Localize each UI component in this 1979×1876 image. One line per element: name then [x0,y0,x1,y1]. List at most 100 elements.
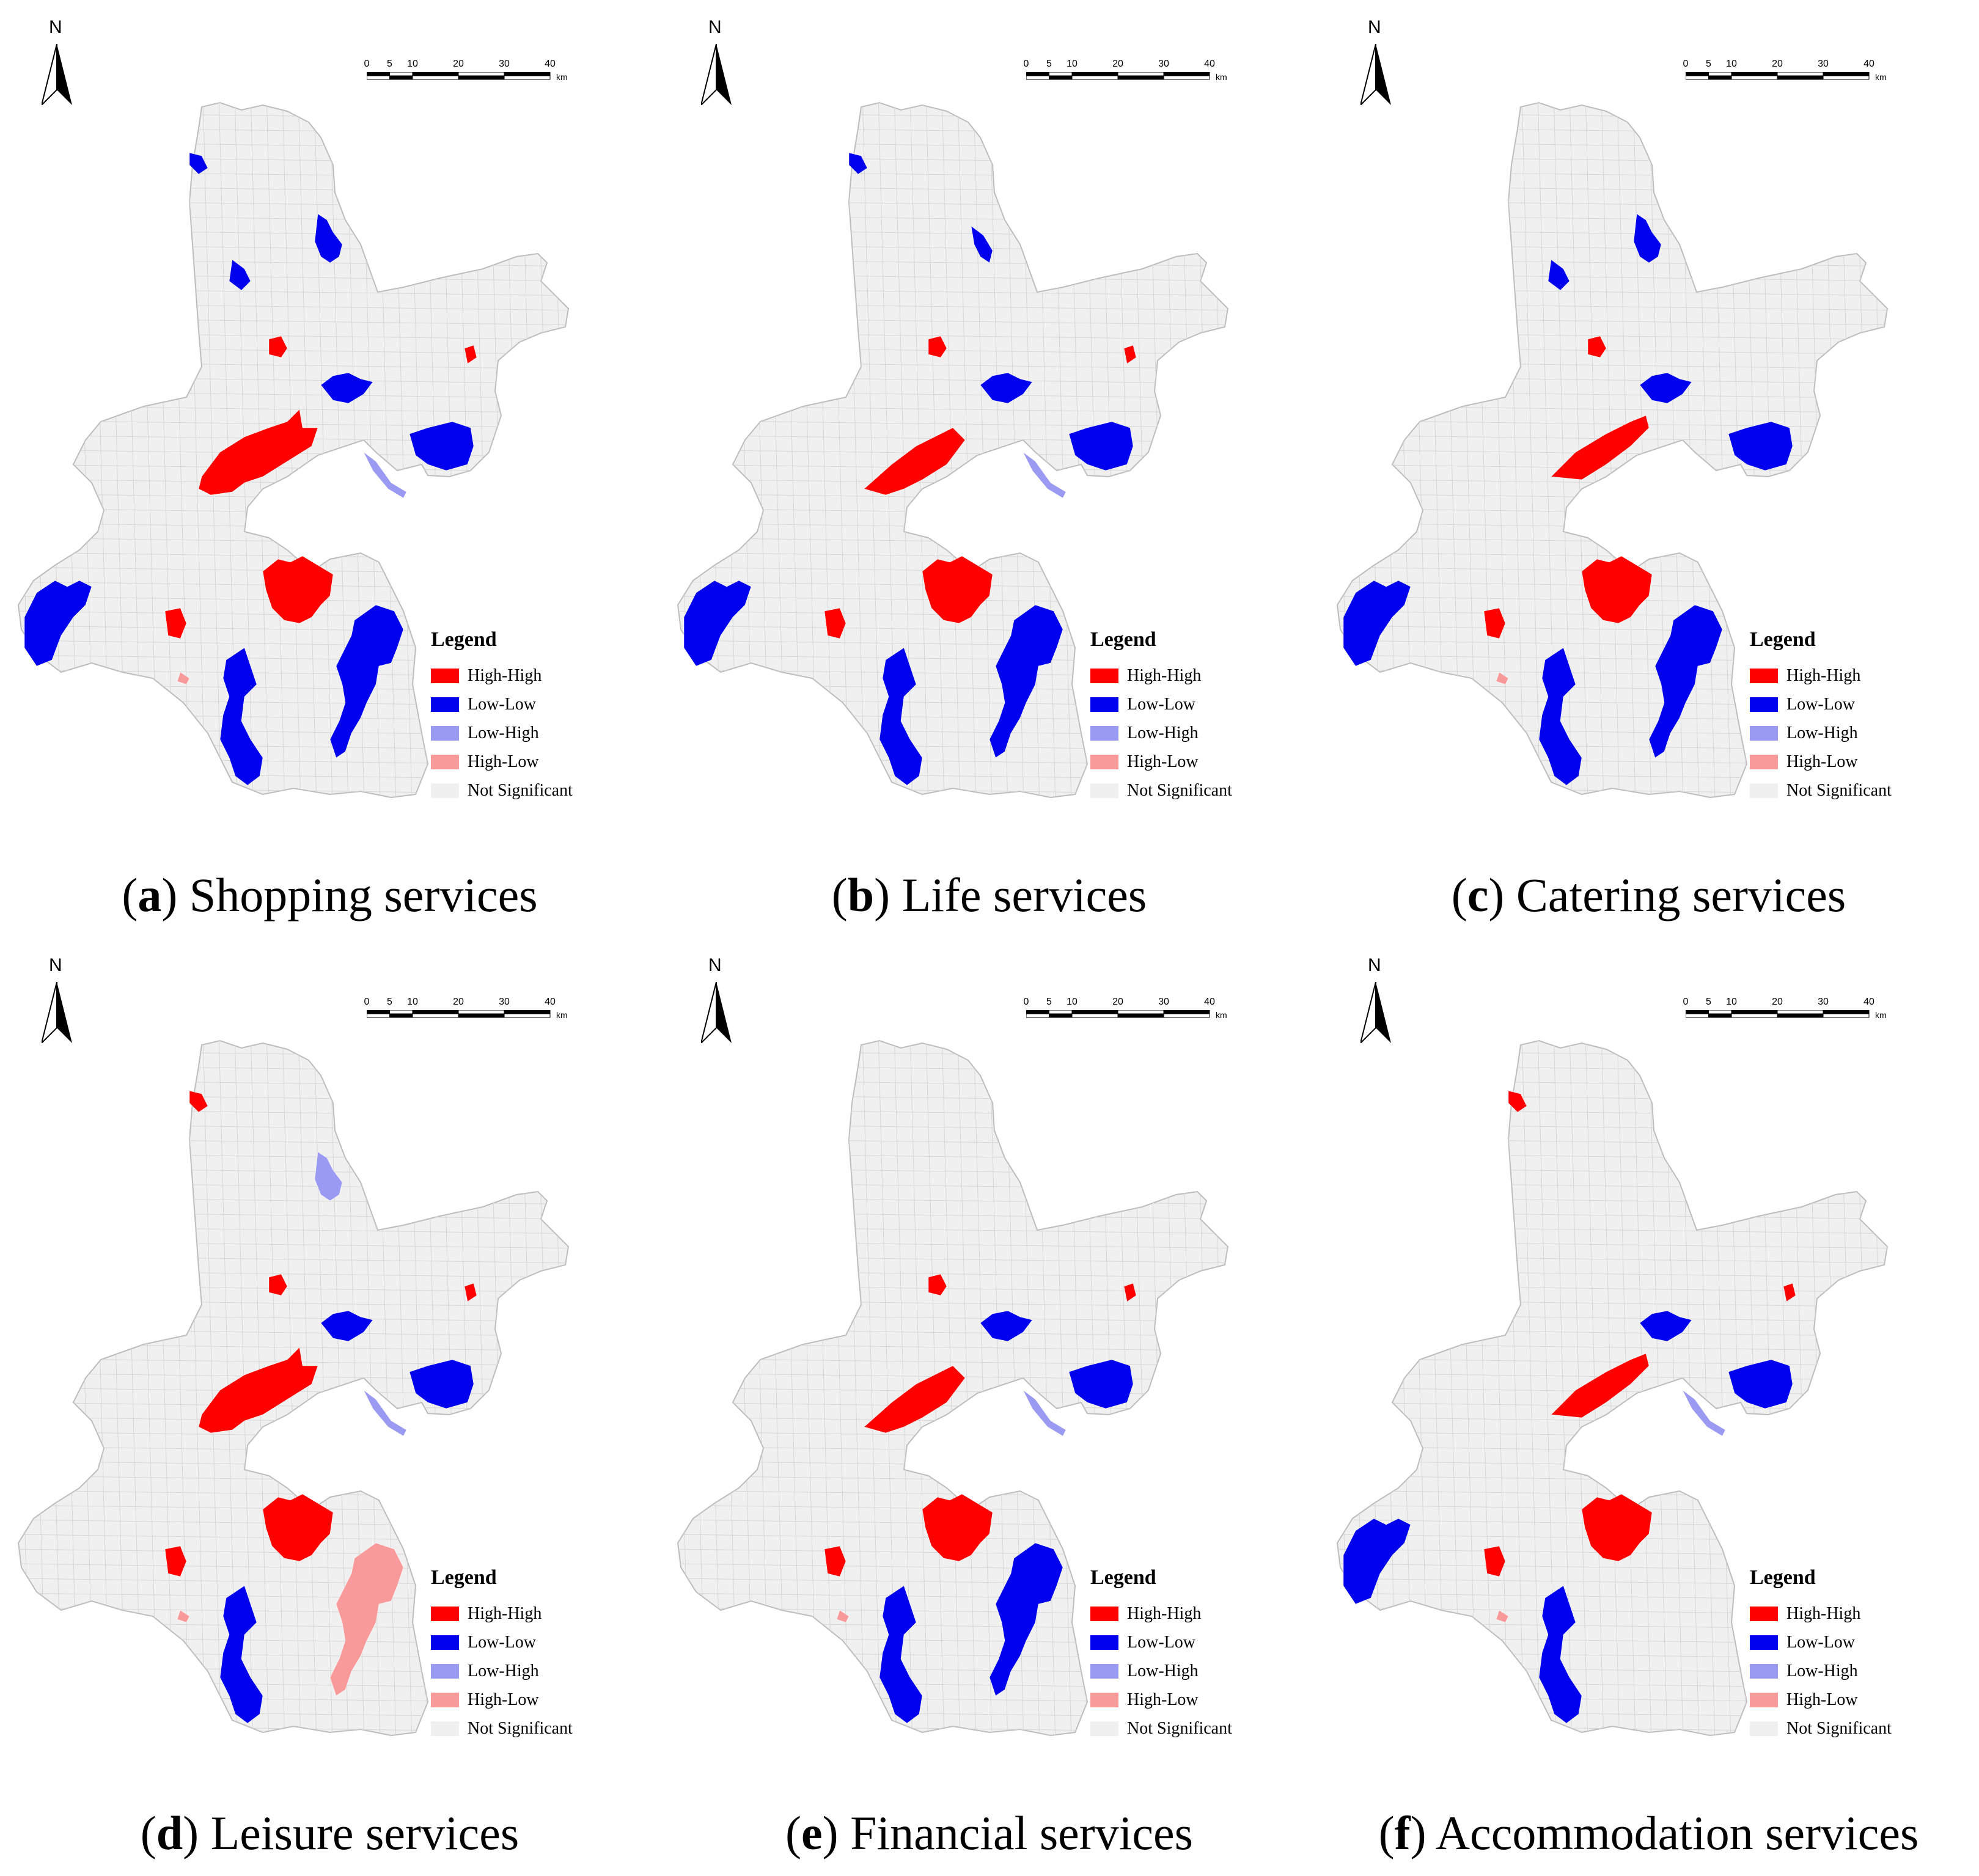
legend-swatch [1750,1606,1778,1621]
cluster-region [1581,555,1653,624]
north-arrow: N [1354,17,1397,105]
scale-unit: km [1216,72,1227,82]
legend-title: Legend [1750,1566,1816,1589]
cluster-region [989,1542,1063,1696]
scale-unit: km [556,72,568,82]
legend-item: Not Significant [1090,776,1274,805]
cluster-region [314,1151,343,1201]
legend-swatch [1090,697,1118,712]
cluster-region [320,1310,373,1342]
legend-item: High-High [1090,661,1274,690]
cluster-region [971,225,993,263]
panel-caption: (f) Accommodation services [1378,1806,1919,1860]
legend-item: High-Low [1090,747,1274,776]
map-panel-c: N 0 5 10 20 30 40 km Legend High-High Low-Low Low-H… [1319,0,1978,938]
legend-swatch [1090,754,1118,769]
legend-swatch [431,754,459,769]
lisa-map [677,1039,1229,1737]
legend-swatch [1750,1635,1778,1650]
legend-swatch [1090,1721,1118,1736]
legend-item: High-Low [431,747,614,776]
cluster-region [177,1610,190,1623]
scale-bar-graphic [1686,1010,1870,1018]
legend-swatch [431,725,459,741]
legend: Legend High-High Low-Low Low-High High-Low No… [1750,1566,1933,1743]
scale-tick-label: 5 [1046,997,1052,1007]
cluster-region [980,372,1033,404]
scale-tick-label: 30 [1158,997,1169,1007]
cluster-region [1551,1353,1650,1418]
legend-item: Not Significant [1090,1714,1274,1743]
scale-tick-label: 40 [545,59,556,69]
scale-tick-label: 30 [1158,59,1169,69]
legend-swatch [1750,754,1778,769]
legend-swatch [431,1635,459,1650]
cluster-region [1483,1545,1506,1577]
cluster-region [189,152,208,175]
cluster-region [879,1585,923,1724]
legend-label: High-Low [468,752,539,771]
north-arrow: N [1354,955,1397,1043]
scale-bar: 0 5 10 20 30 40 km [364,997,587,1033]
legend-item: Not Significant [1750,1714,1933,1743]
legend-label: Low-Low [1786,1632,1855,1652]
cluster-region [1123,1283,1137,1302]
north-label: N [708,955,722,975]
panel-caption: (a) Shopping services [122,868,538,922]
legend-swatch [431,1721,459,1736]
cluster-region [824,1545,846,1577]
legend-label: Low-Low [468,694,536,714]
legend-title: Legend [1750,628,1816,651]
scale-tick-label: 0 [1683,997,1689,1007]
cluster-region [1551,415,1650,480]
map-panel-d: N 0 5 10 20 30 40 km Legend High-High Low-Low Low-H… [0,938,659,1876]
panel-title: Catering services [1516,868,1846,922]
panel-title: Leisure services [210,1806,520,1860]
legend-item: Low-Low [1090,690,1274,719]
scale-tick-label: 10 [1726,997,1737,1007]
legend: Legend High-High Low-Low Low-High High-Low No… [431,628,614,805]
cluster-region [219,647,263,786]
legend-label: High-Low [468,1690,539,1709]
legend-label: High-High [468,665,542,685]
cluster-region [24,580,92,667]
panel-letter: c [1467,868,1489,922]
cluster-region [409,1359,474,1409]
legend-swatch [1090,783,1118,798]
scale-tick-label: 30 [499,59,510,69]
legend-label: High-High [468,1603,542,1623]
legend-label: High-Low [1127,752,1199,771]
north-arrow: N [695,955,738,1043]
scale-tick-label: 30 [1818,997,1829,1007]
cluster-region [1639,372,1692,404]
cluster-region [1682,1390,1726,1437]
scale-tick-label: 20 [453,59,464,69]
legend-swatch [431,1663,459,1679]
legend-label: Low-High [468,1661,539,1680]
north-label: N [49,17,62,37]
legend-label: Low-Low [468,1632,536,1652]
north-arrow-icon [701,982,732,1043]
cluster-region [836,1610,850,1623]
scale-tick-label: 20 [1112,59,1123,69]
scale-bar: 0 5 10 20 30 40 km [1024,59,1246,95]
north-label: N [1368,955,1381,975]
legend-swatch [1090,725,1118,741]
legend-swatch [1090,1635,1118,1650]
panel-caption: (b) Life services [831,868,1147,922]
cluster-region [1728,1359,1793,1409]
cluster-region [1508,1090,1527,1113]
north-label: N [49,955,62,975]
legend-item: Low-High [1090,1657,1274,1685]
north-arrow: N [695,17,738,105]
legend-label: Not Significant [1127,1718,1232,1738]
cluster-region [363,1390,407,1437]
legend-swatch [431,783,459,798]
legend-title: Legend [1090,628,1156,651]
scale-bar: 0 5 10 20 30 40 km [1024,997,1246,1033]
legend-item: Low-Low [1090,1628,1274,1657]
scale-tick-label: 5 [1046,59,1052,69]
legend-label: Low-High [1127,1661,1199,1680]
scale-tick-label: 5 [1706,997,1711,1007]
scale-tick-label: 0 [1683,59,1689,69]
